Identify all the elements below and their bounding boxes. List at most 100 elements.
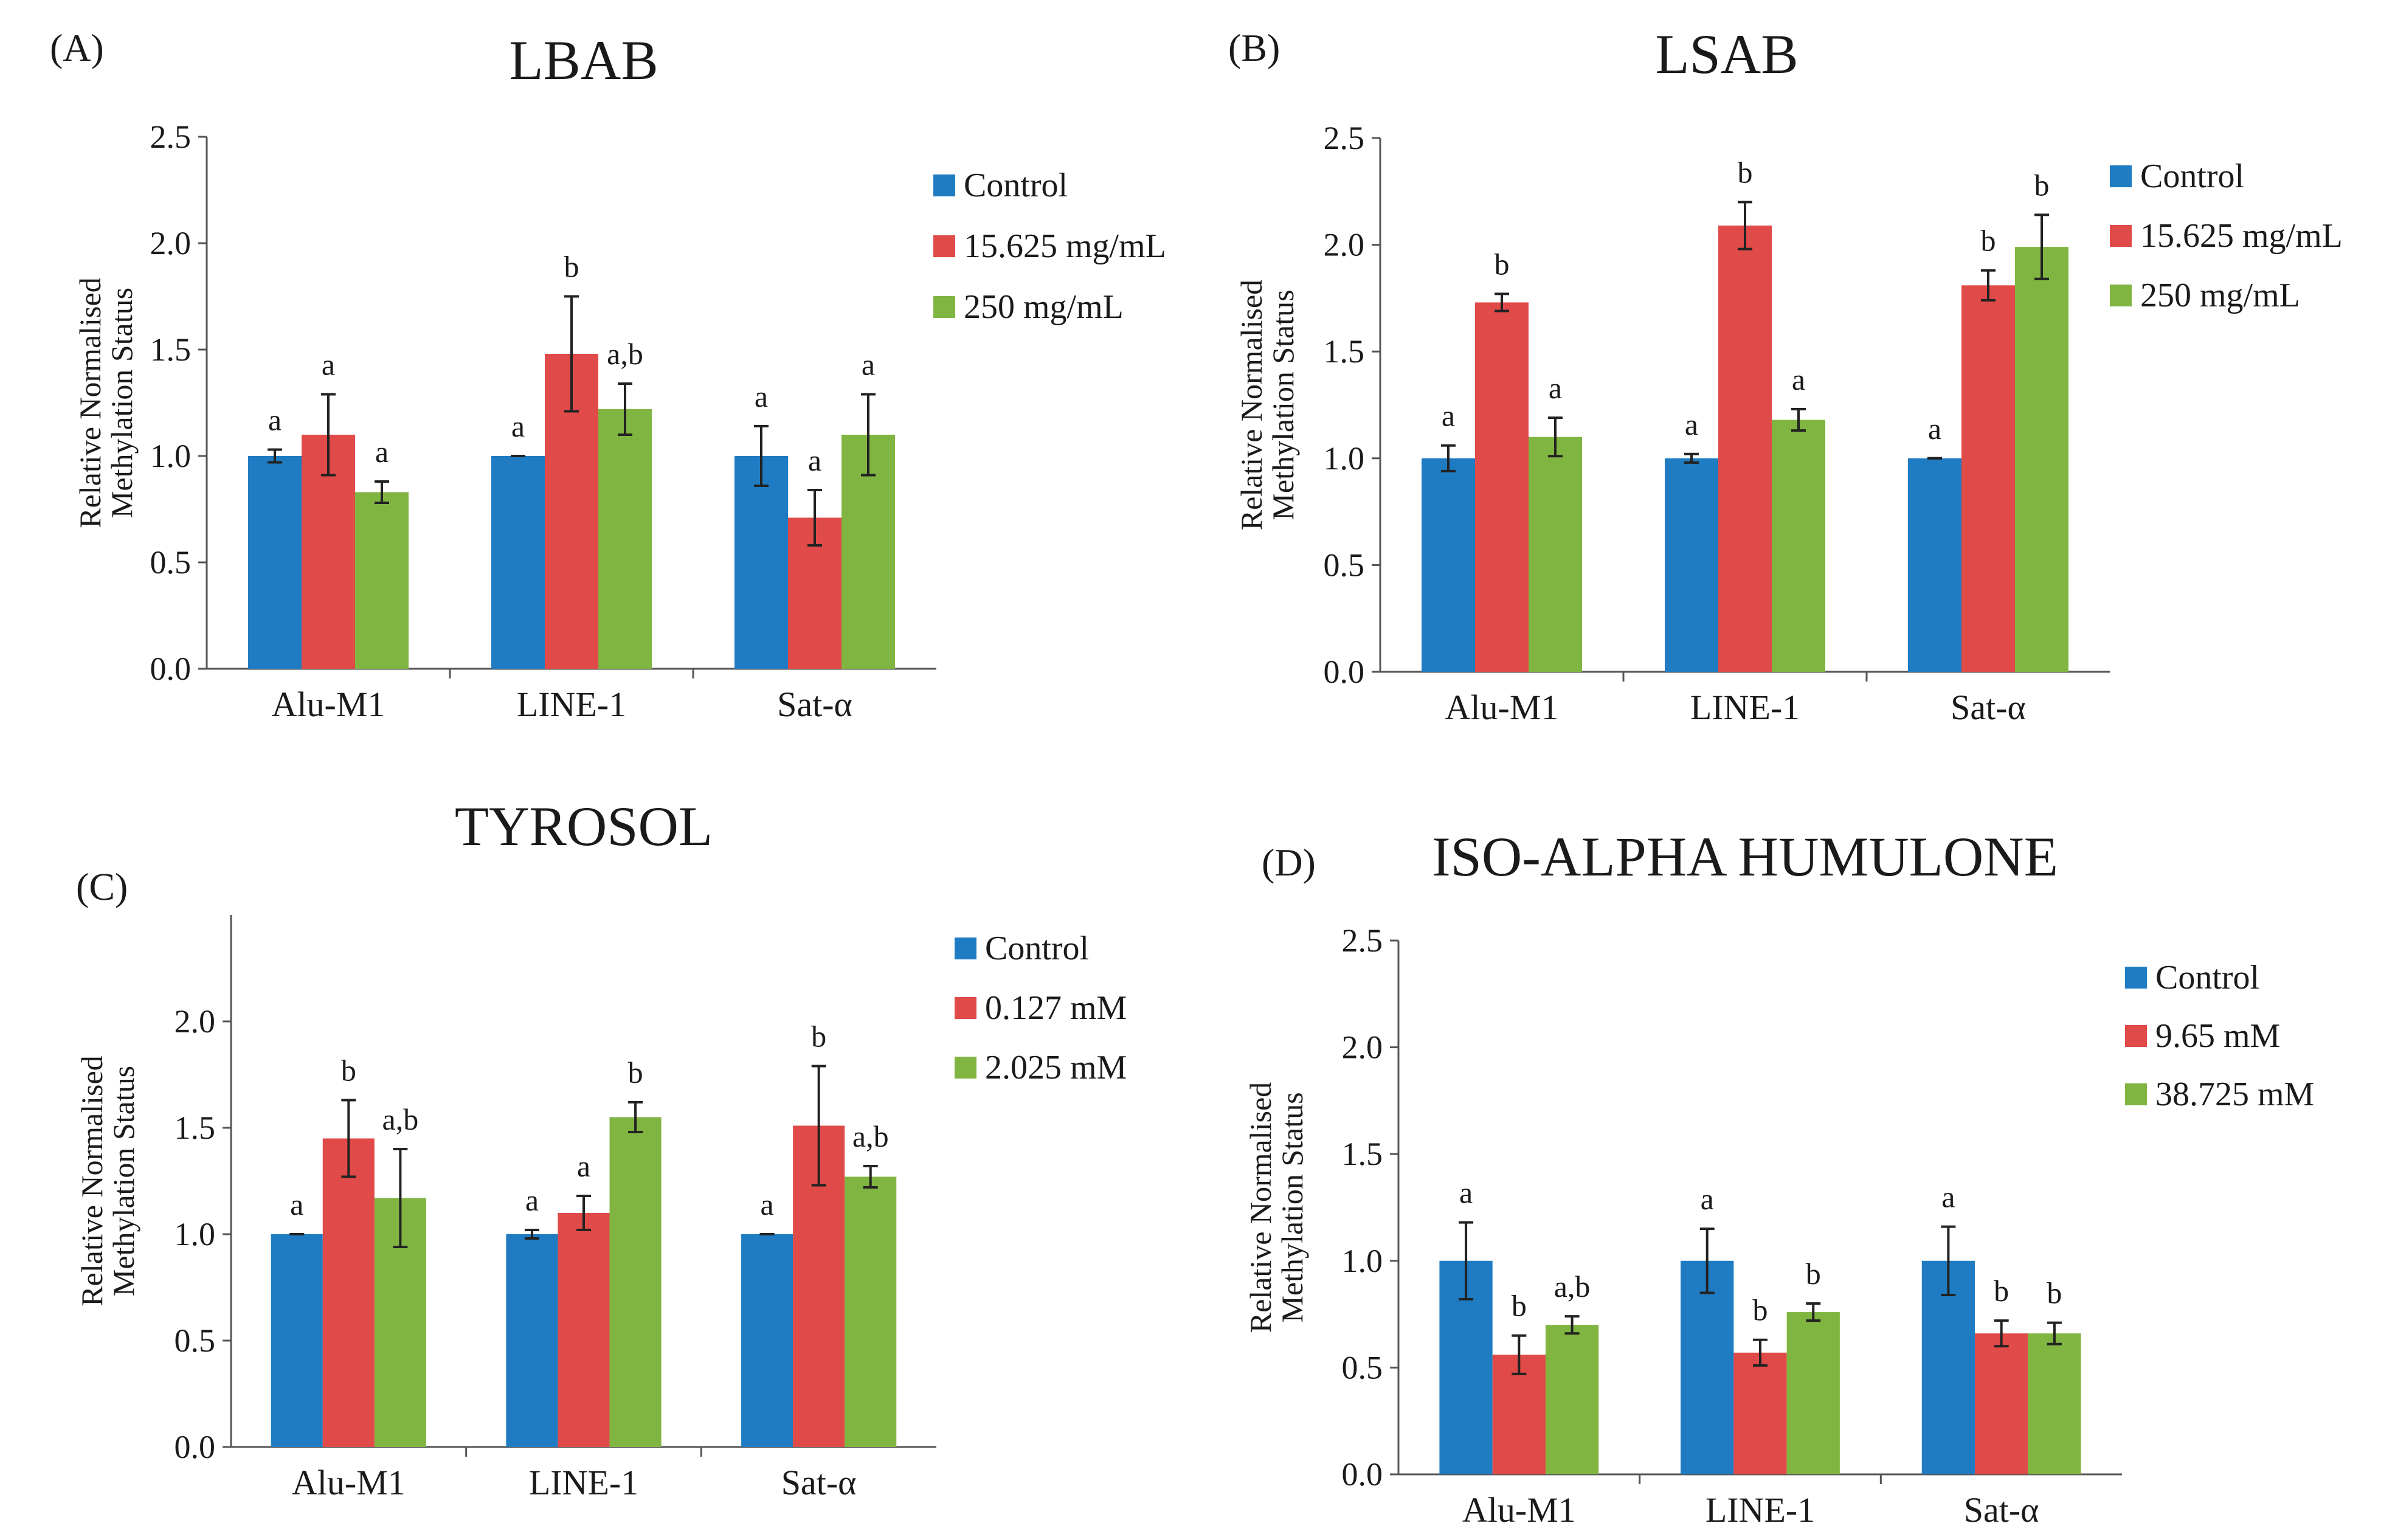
bar xyxy=(248,456,302,669)
legend-label: 250 mg/mL xyxy=(964,288,1124,326)
significance-label: b xyxy=(1981,224,1996,258)
significance-label: a xyxy=(290,1187,303,1221)
bar xyxy=(1786,1312,1840,1474)
chart-title: LBAB xyxy=(509,29,658,91)
bar xyxy=(1545,1325,1599,1474)
significance-label: a,b xyxy=(607,337,643,371)
legend-swatch xyxy=(2125,1025,2147,1047)
significance-label: a,b xyxy=(1554,1269,1591,1303)
significance-label: b xyxy=(2034,168,2050,202)
y-axis-label-line: Relative Normalised xyxy=(75,1055,109,1306)
chart-title: ISO-ALPHA HUMULONE xyxy=(1432,826,2058,888)
bar xyxy=(322,1138,375,1447)
bar xyxy=(1975,1333,2028,1474)
y-axis-label: Relative NormalisedMethylation Status xyxy=(73,277,139,528)
y-tick-label: 2.0 xyxy=(1324,227,1365,263)
y-tick-label: 2.0 xyxy=(175,1003,216,1040)
x-category-label: LINE-1 xyxy=(529,1463,638,1502)
significance-label: b xyxy=(628,1055,643,1089)
legend-swatch xyxy=(2125,967,2147,989)
significance-label: a xyxy=(1928,412,1941,446)
legend-swatch xyxy=(2125,1083,2147,1105)
y-tick-label: 1.5 xyxy=(1324,333,1365,370)
x-category-label: Sat-α xyxy=(1964,1490,2039,1530)
y-tick-label: 1.0 xyxy=(150,438,192,474)
y-tick-label: 0.0 xyxy=(1342,1456,1383,1493)
y-tick-label: 0.0 xyxy=(175,1429,216,1465)
bar xyxy=(1733,1352,1787,1474)
legend-label: 0.127 mM xyxy=(985,989,1127,1027)
bar xyxy=(1718,225,1772,672)
y-tick-label: 2.0 xyxy=(1342,1029,1383,1066)
bar xyxy=(491,456,545,669)
significance-label: b xyxy=(811,1020,826,1054)
y-tick-label: 1.0 xyxy=(1342,1243,1383,1279)
panel-label: (D) xyxy=(1262,841,1316,884)
bar xyxy=(1529,437,1582,672)
y-axis-label-line: Relative Normalised xyxy=(1234,280,1268,530)
y-axis-label-line: Methylation Status xyxy=(105,288,139,518)
chart-title: TYROSOL xyxy=(455,795,713,857)
significance-label: a xyxy=(1701,1182,1714,1216)
chart-panel-d: (D) ISO-ALPHA HUMULONE 0.0 0.5 1.0 1.5 2.0 2.5 R… xyxy=(1243,826,2314,1530)
bar xyxy=(598,409,652,669)
significance-label: b xyxy=(1495,247,1510,281)
bar xyxy=(609,1117,662,1447)
x-category-label: Sat-α xyxy=(781,1463,857,1502)
x-category-label: Sat-α xyxy=(777,685,852,724)
y-tick-label: 0.0 xyxy=(1324,654,1365,690)
legend-swatch xyxy=(2110,225,2132,247)
bar xyxy=(1908,458,1961,672)
y-axis-label: Relative NormalisedMethylation Status xyxy=(1234,280,1300,530)
y-tick-label: 0.5 xyxy=(150,544,192,581)
y-tick-label: 0.5 xyxy=(1324,547,1365,583)
significance-label: a xyxy=(1549,371,1562,405)
significance-label: a,b xyxy=(852,1119,889,1153)
legend-swatch xyxy=(2110,165,2132,187)
chart-panel-a: (A) LBAB 0.0 0.5 1.0 1.5 2.0 2.5 Relative Normal… xyxy=(50,26,1166,724)
x-category-label: LINE-1 xyxy=(1705,1490,1815,1530)
y-tick-label: 1.5 xyxy=(1342,1136,1383,1172)
y-tick-label: 0.0 xyxy=(150,651,192,687)
legend-label: Control xyxy=(964,167,1068,204)
y-axis-label-line: Methylation Status xyxy=(1266,289,1300,520)
chart-panel-b: (B) LSAB 0.0 0.5 1.0 1.5 2.0 2.5 Relative Normal… xyxy=(1228,23,2343,727)
significance-label: b xyxy=(1738,155,1753,189)
bar xyxy=(1681,1260,1734,1474)
y-tick-label: 1.0 xyxy=(1324,440,1365,477)
legend-label: 15.625 mg/mL xyxy=(2140,217,2343,255)
y-tick-label: 1.0 xyxy=(175,1216,216,1252)
x-category-label: Sat-α xyxy=(1951,688,2026,727)
legend-label: Control xyxy=(2155,959,2259,996)
y-tick-label: 2.5 xyxy=(1342,922,1383,959)
x-category-label: Alu-M1 xyxy=(1462,1490,1576,1530)
x-category-label: LINE-1 xyxy=(517,685,626,724)
legend-swatch xyxy=(955,997,976,1019)
bar xyxy=(2015,247,2068,672)
y-axis-label: Relative NormalisedMethylation Status xyxy=(1243,1082,1309,1333)
y-axis-label-line: Methylation Status xyxy=(106,1066,140,1296)
x-category-label: Alu-M1 xyxy=(1445,688,1559,727)
significance-label: b xyxy=(564,250,579,284)
bar xyxy=(271,1234,323,1447)
y-axis-label: Relative NormalisedMethylation Status xyxy=(75,1055,140,1306)
significance-label: a xyxy=(1442,399,1455,433)
bar xyxy=(1961,285,2015,672)
chart-panel-c: (C) TYROSOL 0.0 0.5 1.0 1.5 2.0 Relative Normal… xyxy=(75,795,1127,1502)
legend-swatch xyxy=(933,296,955,318)
legend-swatch xyxy=(933,235,955,257)
y-axis-label-line: Methylation Status xyxy=(1275,1092,1309,1322)
bar xyxy=(1475,302,1529,672)
y-tick-label: 1.5 xyxy=(150,331,192,368)
significance-label: b xyxy=(1806,1257,1821,1291)
legend-label: 9.65 mM xyxy=(2155,1017,2280,1055)
y-axis-label-line: Relative Normalised xyxy=(73,277,107,528)
bar xyxy=(1422,458,1475,672)
significance-label: a xyxy=(1792,362,1805,396)
bar xyxy=(558,1213,610,1447)
x-category-label: Alu-M1 xyxy=(272,685,385,724)
y-tick-label: 2.5 xyxy=(1324,120,1365,156)
significance-label: a xyxy=(755,379,768,413)
